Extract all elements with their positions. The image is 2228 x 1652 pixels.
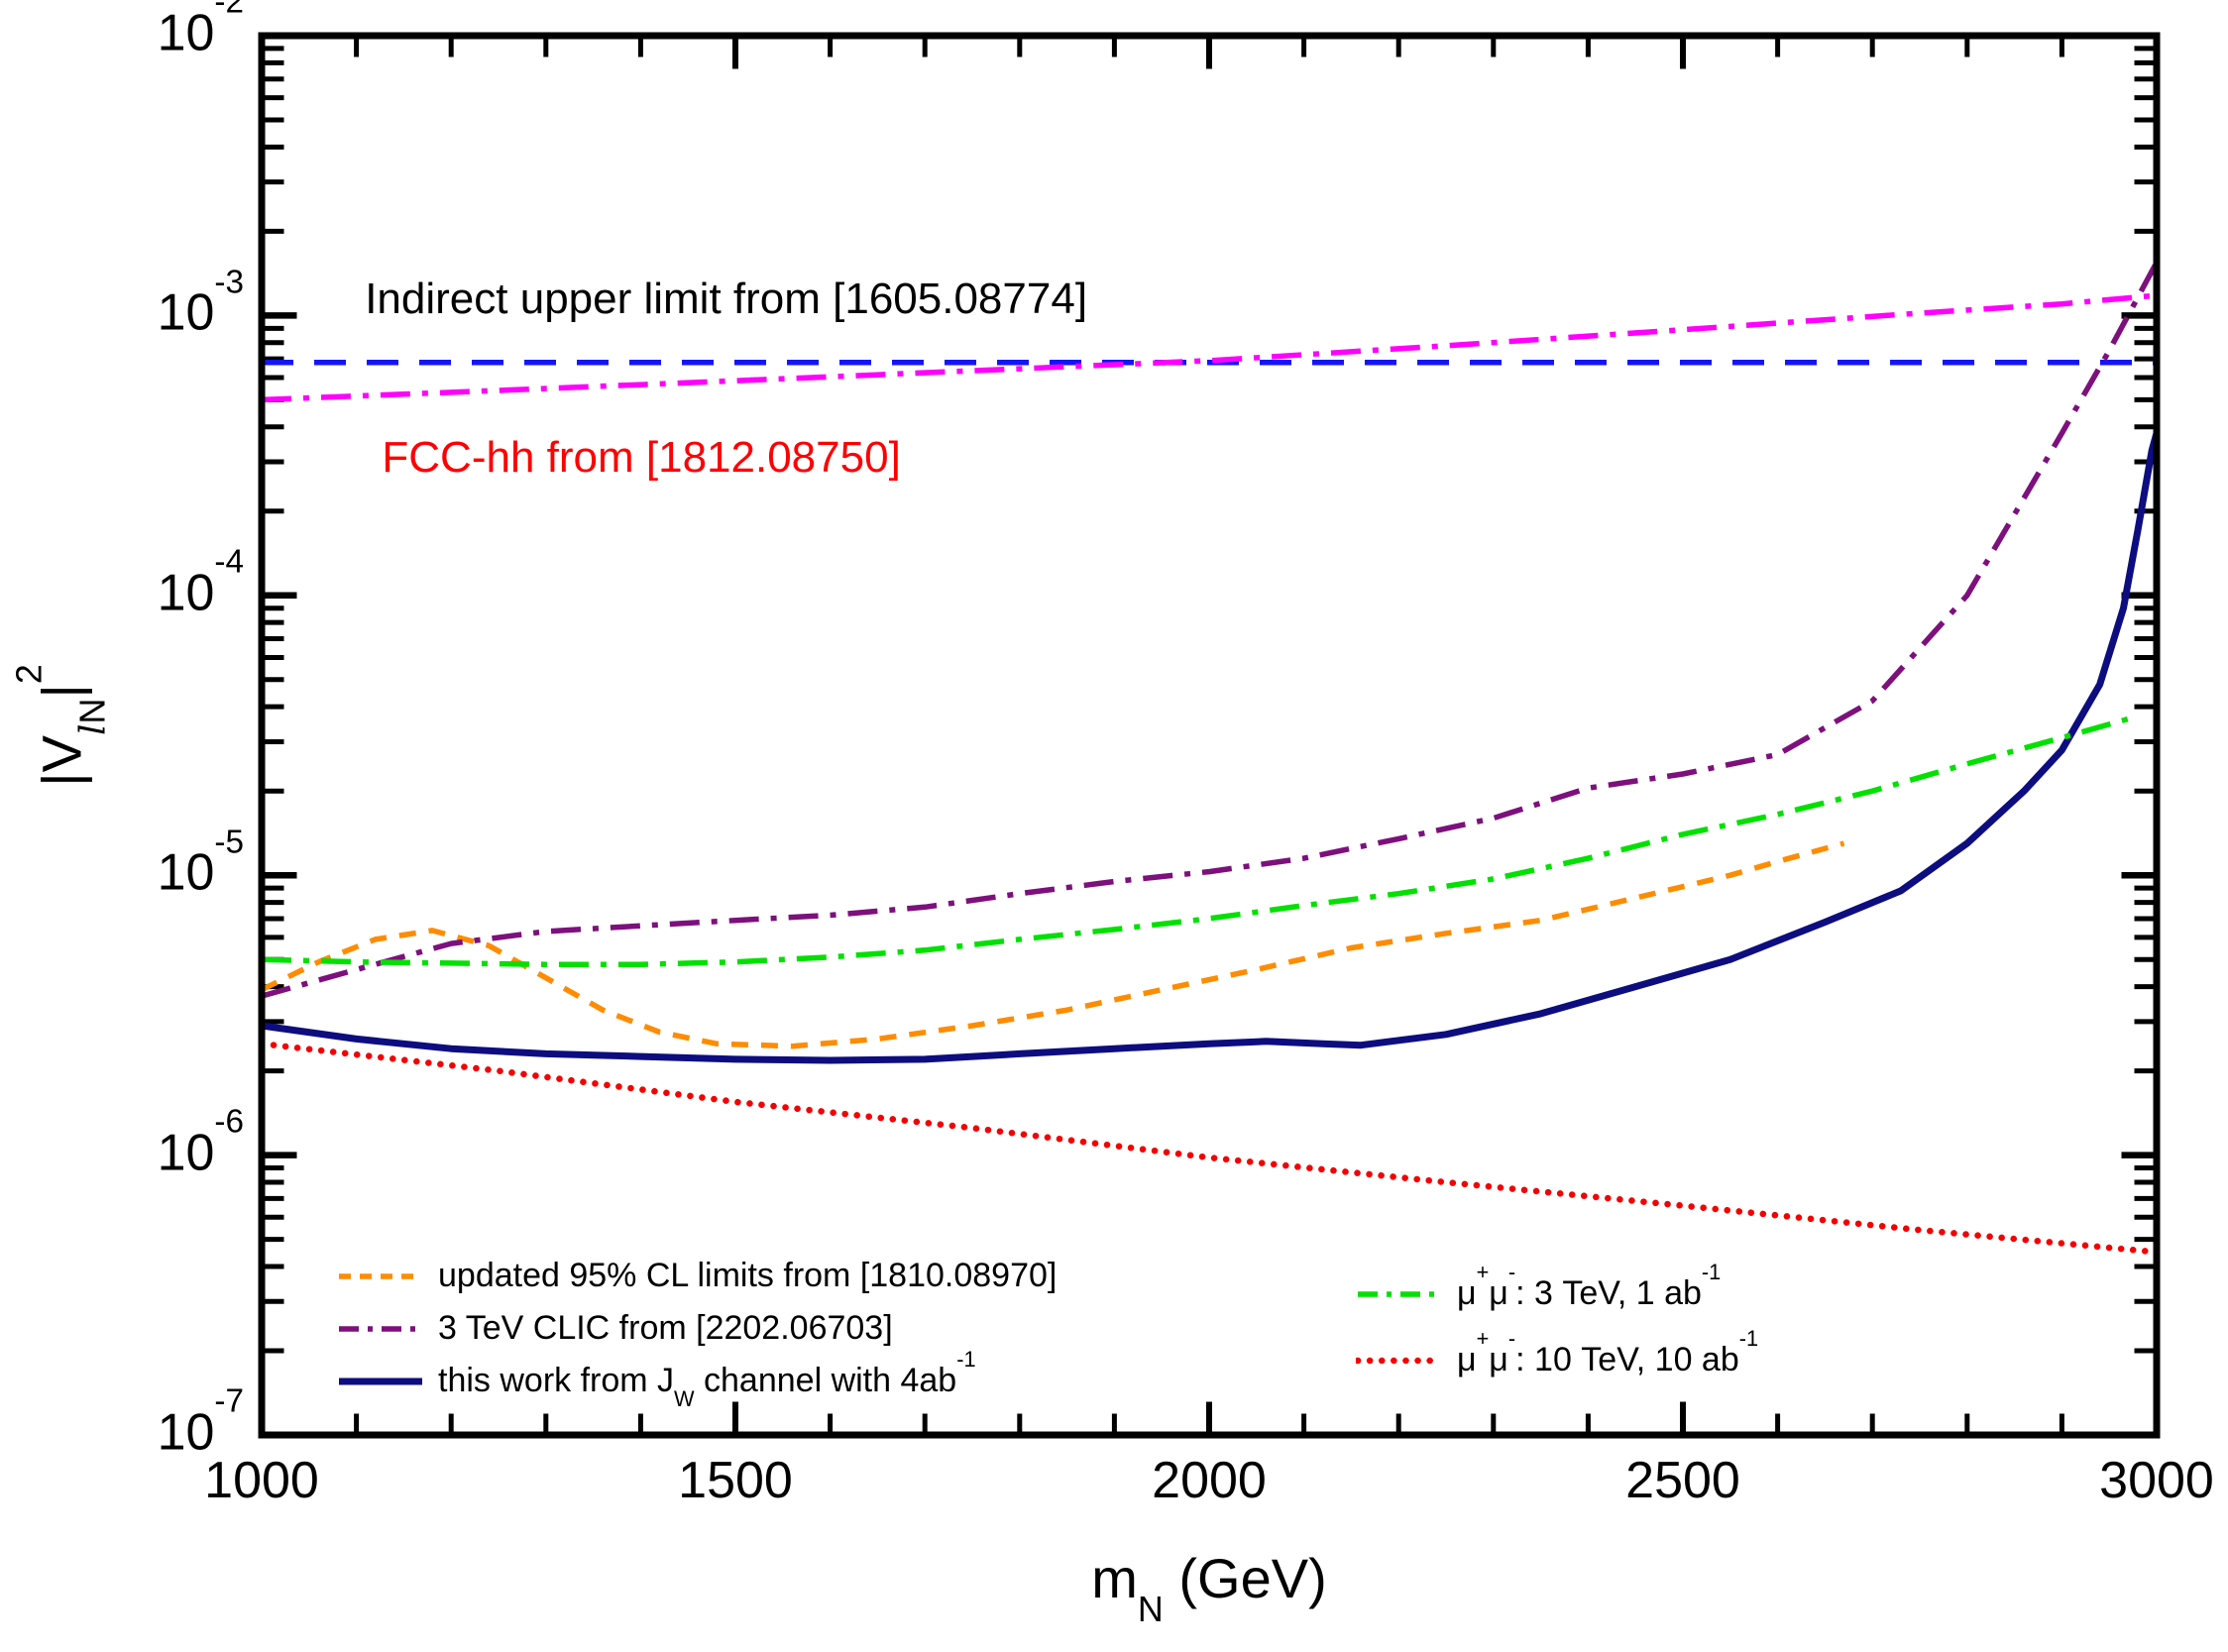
curve-mumu-10tev [258, 1040, 2161, 1256]
curve-updated-95cl [260, 840, 1845, 1049]
x-tick-label-2500: 2500 [1625, 1452, 1740, 1509]
data-curves [258, 261, 2161, 1256]
y-tick-label-10-3: 10-3 [157, 264, 244, 342]
legend-label-mumu-10tev: μ+μ-: 10 TeV, 10 ab-1 [1457, 1326, 1759, 1378]
legend-item-this-work: this work from JW channel with 4ab-1 [337, 1347, 1057, 1411]
legend-right-column: μ+μ-: 3 TeV, 1 ab-1 μ+μ-: 10 TeV, 10 ab-1 [1356, 1260, 1759, 1379]
legend-item-clic-3tev: 3 TeV CLIC from [2202.06703] [337, 1309, 1057, 1348]
legend-line-sample-mumu-10tev [1356, 1357, 1443, 1364]
y-tick-label-10-5: 10-5 [157, 824, 244, 902]
legend-line-sample-clic-3tev [339, 1325, 422, 1332]
x-tick-label-1000: 1000 [204, 1452, 319, 1509]
y-tick-label-10-6: 10-6 [157, 1103, 244, 1182]
legend-label-this-work: this work from JW channel with 4ab-1 [438, 1347, 976, 1411]
y-tick-label-10-4: 10-4 [157, 543, 244, 622]
legend-item-mumu-3tev: μ+μ-: 3 TeV, 1 ab-1 [1356, 1260, 1758, 1313]
legend-line-sample-mumu-3tev [1358, 1290, 1441, 1297]
y-tick-label-10-7: 10-7 [157, 1382, 244, 1462]
legend-label-mumu-3tev: μ+μ-: 3 TeV, 1 ab-1 [1457, 1260, 1722, 1312]
legend-left-column: updated 95% CL limits from [1810.08970] 3… [337, 1257, 1057, 1411]
legend-label-clic-3tev: 3 TeV CLIC from [2202.06703] [438, 1309, 893, 1347]
legend-item-updated-95cl: updated 95% CL limits from [1810.08970] [337, 1257, 1057, 1295]
annotation-indirect-limit: Indirect upper limit from [1605.08774] [365, 275, 1088, 324]
curve-this-work [261, 432, 2161, 1064]
legend-label-updated-95cl: updated 95% CL limits from [1810.08970] [438, 1257, 1058, 1294]
curve-mumu-3tev [261, 714, 2139, 967]
x-tick-label-3000: 3000 [2099, 1452, 2214, 1509]
x-axis-title: mN (GeV) [1091, 1547, 1327, 1629]
curve-clic-3tev [261, 261, 2160, 999]
x-tick-label-2000: 2000 [1152, 1452, 1267, 1509]
legend-line-sample-updated-95cl [339, 1272, 422, 1279]
annotation-fcc-hh: FCC-hh from [1812.08750] [382, 433, 901, 483]
y-axis-title: |VlN|2 [9, 664, 114, 787]
plot-frame [258, 32, 2161, 1439]
legend-line-sample-this-work [339, 1377, 422, 1384]
x-tick-label-1500: 1500 [678, 1452, 793, 1509]
axis-ticks [265, 39, 2154, 1432]
legend-item-mumu-10tev: μ+μ-: 10 TeV, 10 ab-1 [1356, 1326, 1759, 1379]
y-tick-label-10-2: 10-2 [157, 0, 244, 62]
curve-fcc-hh [261, 292, 2158, 403]
